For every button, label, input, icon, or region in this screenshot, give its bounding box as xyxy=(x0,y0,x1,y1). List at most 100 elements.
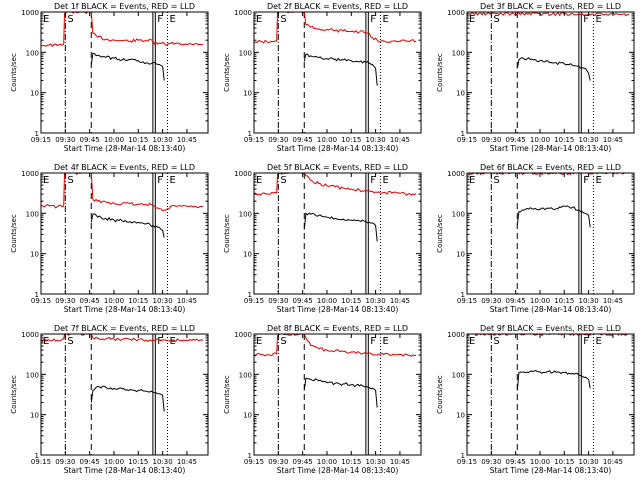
y-tick-label: 1 xyxy=(248,130,252,138)
x-tick-label: 09:45 xyxy=(506,136,526,144)
panel-title: Det 7f BLACK = Events, RED = LLD xyxy=(54,324,195,333)
y-axis-label: Counts/sec xyxy=(10,375,18,414)
lld-series xyxy=(41,12,204,48)
panel-title: Det 5f BLACK = Events, RED = LLD xyxy=(267,163,408,172)
x-tick-label: 09:30 xyxy=(481,297,501,305)
x-tick-label: 09:45 xyxy=(80,297,100,305)
y-tick-label: 100 xyxy=(452,49,465,57)
x-tick-label: 10:30 xyxy=(153,458,173,466)
x-tick-label: 09:30 xyxy=(268,136,288,144)
y-axis-label: Counts/sec xyxy=(223,375,231,414)
y-tick-label: 10 xyxy=(243,90,252,98)
y-tick-label: 1000 xyxy=(234,9,252,17)
marker-label: S xyxy=(67,336,73,347)
y-tick-label: 1 xyxy=(248,452,252,460)
y-tick-label: 100 xyxy=(239,371,252,379)
x-tick-label: 09:15 xyxy=(457,458,477,466)
y-tick-label: 100 xyxy=(452,371,465,379)
events-series xyxy=(90,52,165,81)
y-tick-label: 1 xyxy=(461,291,465,299)
x-tick-label: 10:45 xyxy=(177,458,197,466)
lld-series xyxy=(467,12,630,17)
y-tick-label: 100 xyxy=(26,371,39,379)
y-tick-label: 1000 xyxy=(21,331,39,339)
marker-label: S xyxy=(493,175,499,186)
y-tick-label: 1000 xyxy=(447,170,465,178)
x-tick-label: 09:15 xyxy=(244,458,264,466)
marker-label: F xyxy=(157,336,163,347)
x-tick-label: 09:30 xyxy=(481,458,501,466)
x-tick-label: 10:15 xyxy=(554,297,574,305)
x-axis-label: Start Time (28-Mar-14 08:13:40) xyxy=(64,144,186,153)
marker-label: S xyxy=(67,14,73,25)
y-tick-label: 10 xyxy=(243,412,252,420)
x-tick-label: 10:45 xyxy=(177,136,197,144)
lld-series xyxy=(254,334,417,357)
y-tick-label: 1 xyxy=(248,291,252,299)
marker-label: E xyxy=(469,336,475,347)
x-axis-label: Start Time (28-Mar-14 08:13:40) xyxy=(490,144,612,153)
marker-label: F xyxy=(370,336,376,347)
marker-label: E xyxy=(256,175,262,186)
y-axis-label: Counts/sec xyxy=(223,53,231,92)
marker-label: E xyxy=(595,14,601,25)
plot-frame xyxy=(253,333,422,456)
marker-label: F xyxy=(370,14,376,25)
x-tick-label: 09:15 xyxy=(244,136,264,144)
events-series xyxy=(516,57,591,81)
marker-label: E xyxy=(169,14,175,25)
marker-label: F xyxy=(583,336,589,347)
panel-title: Det 1f BLACK = Events, RED = LLD xyxy=(54,2,195,11)
marker-label: E xyxy=(595,175,601,186)
events-series xyxy=(303,377,378,408)
x-tick-label: 09:30 xyxy=(481,136,501,144)
y-tick-label: 1 xyxy=(35,452,39,460)
marker-label: F xyxy=(157,14,163,25)
lld-series xyxy=(41,334,204,343)
panel-title: Det 4f BLACK = Events, RED = LLD xyxy=(54,163,195,172)
x-tick-label: 09:45 xyxy=(293,458,313,466)
y-tick-label: 10 xyxy=(456,412,465,420)
x-axis-label: Start Time (28-Mar-14 08:13:40) xyxy=(64,466,186,475)
y-axis-label: Counts/sec xyxy=(10,214,18,253)
marker-label: E xyxy=(43,175,49,186)
x-tick-label: 10:00 xyxy=(530,136,550,144)
lld-series xyxy=(254,12,417,44)
x-axis-label: Start Time (28-Mar-14 08:13:40) xyxy=(277,466,399,475)
x-tick-label: 10:00 xyxy=(530,458,550,466)
plot-frame xyxy=(253,172,422,295)
x-tick-label: 10:15 xyxy=(554,458,574,466)
events-series xyxy=(516,205,591,228)
x-tick-label: 09:15 xyxy=(244,297,264,305)
marker-label: F xyxy=(583,175,589,186)
y-tick-label: 10 xyxy=(243,251,252,259)
y-tick-label: 100 xyxy=(26,49,39,57)
events-series xyxy=(90,213,165,238)
x-tick-label: 10:15 xyxy=(128,458,148,466)
plot-frame xyxy=(466,172,635,295)
x-tick-label: 10:45 xyxy=(390,458,410,466)
y-tick-label: 100 xyxy=(26,210,39,218)
marker-label: F xyxy=(157,175,163,186)
x-tick-label: 10:30 xyxy=(366,297,386,305)
plot-frame xyxy=(253,11,422,134)
x-tick-label: 10:00 xyxy=(104,136,124,144)
x-tick-label: 09:30 xyxy=(268,458,288,466)
panel-title: Det 9f BLACK = Events, RED = LLD xyxy=(480,324,621,333)
x-tick-label: 09:45 xyxy=(506,458,526,466)
y-tick-label: 10 xyxy=(30,251,39,259)
y-tick-label: 1 xyxy=(35,130,39,138)
x-tick-label: 09:45 xyxy=(506,297,526,305)
marker-label: S xyxy=(280,336,286,347)
y-tick-label: 10 xyxy=(30,412,39,420)
x-tick-label: 10:00 xyxy=(530,297,550,305)
panel-title: Det 8f BLACK = Events, RED = LLD xyxy=(267,324,408,333)
